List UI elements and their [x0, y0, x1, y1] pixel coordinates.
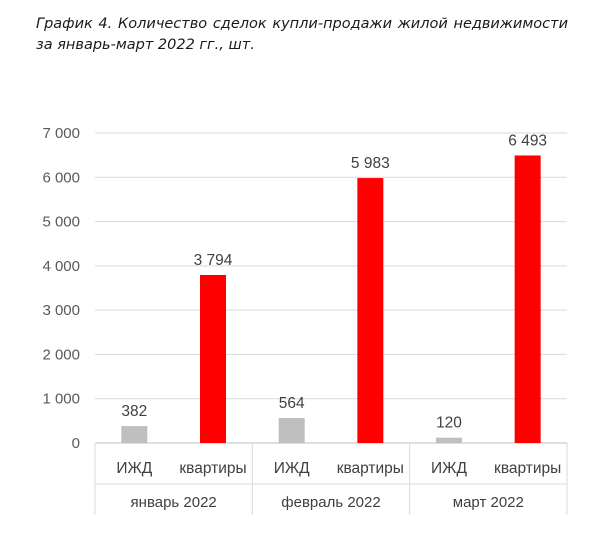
bar	[121, 426, 148, 443]
bar	[357, 178, 384, 443]
data-label: 5 983	[351, 155, 390, 172]
data-label: 6 493	[508, 132, 547, 149]
x-category-label: ИЖД	[116, 460, 152, 477]
data-label: 382	[121, 403, 147, 420]
y-tick-label: 5 000	[42, 214, 80, 231]
data-label: 120	[436, 415, 462, 432]
x-group-label: март 2022	[453, 494, 524, 511]
x-category-label: квартиры	[179, 460, 246, 477]
y-tick-label: 0	[72, 435, 80, 452]
y-tick-label: 3 000	[42, 302, 80, 319]
data-label: 3 794	[194, 252, 233, 269]
x-category-label: ИЖД	[274, 460, 310, 477]
x-category-label: квартиры	[337, 460, 404, 477]
y-tick-label: 4 000	[42, 258, 80, 275]
data-label: 564	[279, 395, 305, 412]
y-tick-label: 2 000	[42, 346, 80, 363]
x-group-label: февраль 2022	[281, 494, 380, 511]
bar	[514, 155, 541, 443]
y-tick-label: 6 000	[42, 169, 80, 186]
x-group-label: январь 2022	[131, 494, 217, 511]
chart-caption: График 4. Количество сделок купли-продаж…	[36, 16, 568, 53]
y-tick-label: 7 000	[42, 125, 80, 142]
x-category-label: квартиры	[494, 460, 561, 477]
bar	[200, 274, 226, 443]
x-category-label: ИЖД	[431, 460, 467, 477]
y-tick-label: 1 000	[42, 391, 80, 408]
bar	[278, 418, 305, 443]
bar	[436, 437, 462, 443]
